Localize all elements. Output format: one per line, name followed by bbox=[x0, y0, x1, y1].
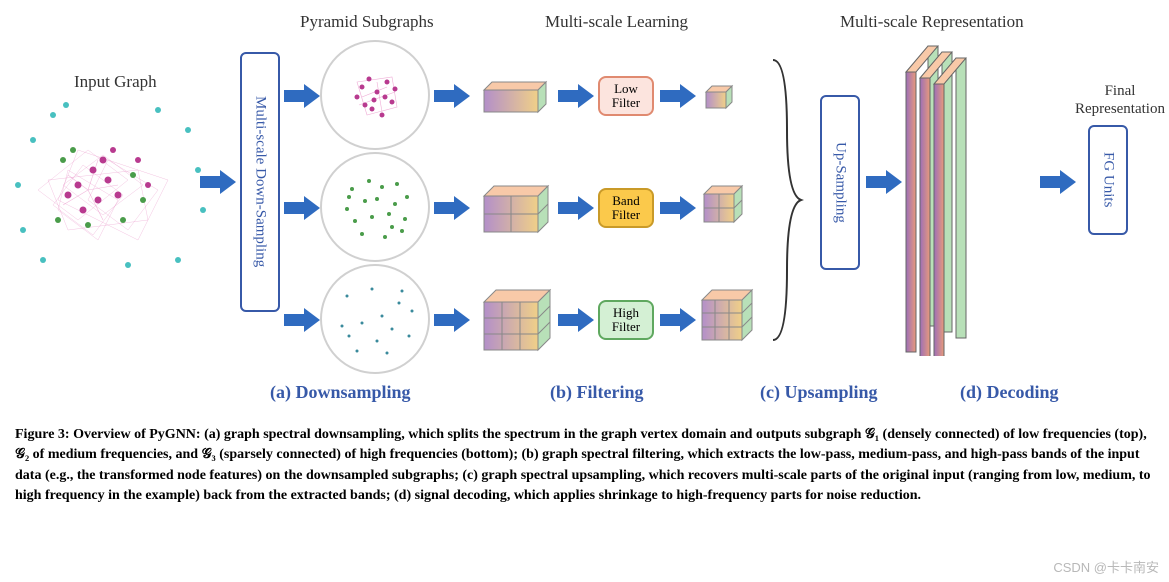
filter-high-text: HighFilter bbox=[612, 306, 640, 335]
arrow-f2-s bbox=[660, 196, 696, 220]
arrow-ds-1 bbox=[284, 84, 320, 108]
watermark-text: CSDN @卡卡南安 bbox=[1053, 557, 1159, 576]
filter-low-text: LowFilter bbox=[612, 82, 640, 111]
filter-high-box: HighFilter bbox=[598, 300, 654, 340]
stage-b-label: (b) Filtering bbox=[550, 382, 643, 403]
filter-low-box: LowFilter bbox=[598, 76, 654, 116]
pyramid-subgraphs-label: Pyramid Subgraphs bbox=[300, 12, 434, 32]
stage-c-label: (c) Upsampling bbox=[760, 382, 878, 403]
arrow-ds-2 bbox=[284, 196, 320, 220]
input-graph-label: Input Graph bbox=[74, 72, 157, 92]
repr-slabs bbox=[896, 36, 1046, 356]
input-graph-cloud bbox=[8, 90, 218, 300]
downsample-text: Multi-scale Down-Sampling bbox=[252, 96, 269, 267]
arrow-slab-fg bbox=[1040, 170, 1076, 194]
cuboid-2 bbox=[476, 182, 556, 238]
pyramid-circle-2 bbox=[320, 152, 430, 262]
small-cuboid-1 bbox=[702, 84, 738, 114]
arrow-f3-s bbox=[660, 308, 696, 332]
multiscale-repr-label: Multi-scale Representation bbox=[840, 12, 1024, 32]
stage-a-label: (a) Downsampling bbox=[270, 382, 411, 403]
pyramid-circle-3 bbox=[320, 264, 430, 374]
fg-units-box: FG Units bbox=[1088, 125, 1128, 235]
fg-units-text: FG Units bbox=[1100, 152, 1117, 207]
arrow-cb1-f bbox=[558, 84, 594, 108]
arrow-f1-s bbox=[660, 84, 696, 108]
brace-icon bbox=[765, 50, 805, 350]
final-repr-label: FinalRepresentation bbox=[1075, 82, 1165, 118]
stage-d-label: (d) Decoding bbox=[960, 382, 1059, 403]
small-cuboid-3 bbox=[698, 288, 758, 346]
arrow-in-downsample bbox=[200, 170, 236, 194]
arrow-ds-3 bbox=[284, 308, 320, 332]
arrow-c1-cuboid bbox=[434, 84, 470, 108]
diagram-container: Input Graph Pyramid Subgraphs Multi-scal… bbox=[0, 0, 1169, 410]
figure-caption: Figure 3: Overview of PyGNN: (a) graph s… bbox=[15, 425, 1154, 506]
cuboid-3 bbox=[476, 286, 556, 356]
pyramid-circle-1 bbox=[320, 40, 430, 150]
arrow-cb3-f bbox=[558, 308, 594, 332]
arrow-c3-cuboid bbox=[434, 308, 470, 332]
small-cuboid-2 bbox=[700, 184, 748, 228]
cuboid-1 bbox=[476, 78, 556, 120]
downsample-box: Multi-scale Down-Sampling bbox=[240, 52, 280, 312]
arrow-c2-cuboid bbox=[434, 196, 470, 220]
upsample-box: Up-Sampling bbox=[820, 95, 860, 270]
filter-band-box: BandFilter bbox=[598, 188, 654, 228]
filter-band-text: BandFilter bbox=[612, 194, 640, 223]
upsample-text: Up-Sampling bbox=[832, 142, 849, 223]
arrow-cb2-f bbox=[558, 196, 594, 220]
multiscale-learning-label: Multi-scale Learning bbox=[545, 12, 688, 32]
